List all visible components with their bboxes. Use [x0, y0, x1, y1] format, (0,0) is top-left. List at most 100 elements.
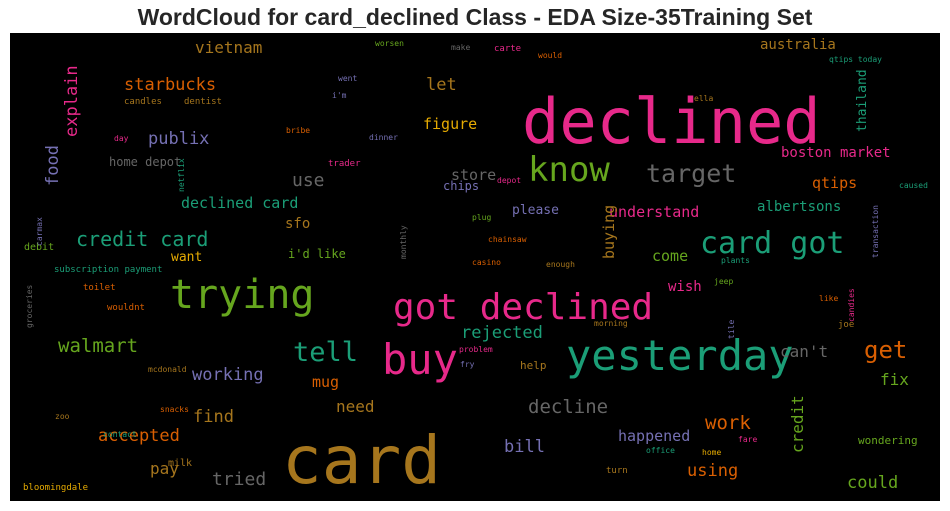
cloud-word: monthly	[399, 225, 408, 259]
cloud-word: contact	[103, 430, 137, 439]
cloud-word: vietnam	[195, 38, 263, 57]
cloud-word: candles	[124, 97, 162, 107]
cloud-word: pay	[150, 459, 179, 478]
cloud-word: bloomingdale	[23, 483, 89, 493]
cloud-word: trader	[328, 159, 361, 169]
cloud-word: casino	[472, 258, 501, 267]
cloud-word: boston market	[781, 145, 891, 161]
cloud-word: tile	[727, 319, 736, 339]
cloud-word: groceries	[25, 284, 34, 328]
cloud-word: depot	[497, 176, 522, 185]
page-title: WordCloud for card_declined Class - EDA …	[137, 4, 813, 30]
cloud-word: sfo	[285, 216, 311, 232]
cloud-word: figure	[423, 115, 478, 133]
cloud-word: need	[336, 397, 375, 416]
cloud-word: candies	[847, 288, 856, 322]
cloud-word: buying	[600, 204, 618, 259]
cloud-word: worsen	[375, 39, 404, 48]
cloud-word: card	[282, 422, 441, 499]
cloud-word: know	[528, 150, 610, 190]
cloud-word: get	[864, 336, 908, 364]
cloud-word: store	[451, 166, 497, 184]
cloud-word: i'd like	[288, 247, 346, 261]
cloud-word: target	[646, 159, 737, 188]
cloud-word: i'm	[332, 91, 347, 100]
cloud-word: buy	[382, 335, 458, 384]
cloud-word: rejected	[461, 323, 543, 343]
cloud-word: help	[520, 359, 547, 372]
cloud-word: problem	[459, 345, 493, 354]
cloud-word: debit	[24, 242, 55, 253]
cloud-word: went	[338, 74, 358, 83]
word-cloud: declined card yesterday trying buy got declin…	[10, 33, 940, 501]
cloud-word: albertsons	[757, 199, 842, 215]
cloud-word: fix	[880, 370, 909, 389]
cloud-word: yesterday	[566, 331, 794, 380]
cloud-word: plants	[721, 256, 750, 265]
cloud-word: home	[702, 448, 722, 457]
cloud-word: wouldnt	[107, 303, 145, 313]
cloud-word: can't	[780, 342, 829, 361]
cloud-word: dinner	[369, 133, 398, 142]
cloud-word: food	[43, 145, 63, 186]
cloud-word: come	[652, 247, 689, 265]
cloud-word: office	[646, 446, 675, 455]
cloud-word: happened	[618, 427, 691, 445]
cloud-word: explain	[62, 65, 82, 137]
cloud-word: want	[171, 250, 203, 265]
cloud-word: netflix	[177, 158, 186, 192]
cloud-word: dentist	[184, 97, 222, 107]
cloud-word: declined card	[181, 194, 299, 212]
cloud-word: accepted	[98, 426, 180, 446]
cloud-word: using	[687, 461, 739, 481]
cloud-word: bill	[504, 437, 545, 457]
cloud-word: starbucks	[124, 75, 217, 95]
cloud-word: caused	[899, 181, 928, 190]
cloud-word: wondering	[858, 434, 918, 447]
cloud-word: declined	[522, 85, 821, 158]
cloud-word: make	[451, 43, 471, 52]
cloud-word: walmart	[58, 335, 139, 357]
cloud-word: credit	[788, 395, 807, 453]
cloud-word: wish	[668, 279, 702, 295]
cloud-word: subscription payment	[54, 265, 163, 275]
cloud-word: snacks	[160, 405, 189, 414]
cloud-word: decline	[528, 396, 609, 418]
cloud-word: fry	[460, 360, 475, 369]
cloud-word: australia	[760, 37, 836, 53]
cloud-word: got declined	[393, 287, 654, 328]
cloud-word: like	[819, 294, 839, 303]
cloud-word: chips	[443, 179, 480, 193]
cloud-word: toilet	[83, 283, 116, 293]
cloud-word: chainsaw	[488, 235, 527, 244]
cloud-word: home depot	[109, 155, 182, 169]
cloud-word: thailand	[855, 69, 870, 132]
cloud-word: carte	[494, 44, 522, 54]
cloud-word: work	[705, 412, 751, 434]
cloud-word: day	[114, 134, 129, 143]
cloud-word: morning	[594, 319, 628, 328]
cloud-word: could	[847, 473, 899, 493]
cloud-word: tried	[212, 469, 267, 490]
cloud-word: qtips	[812, 174, 858, 192]
cloud-word: understand	[609, 203, 700, 221]
cloud-word: bribe	[286, 126, 311, 135]
cloud-word: please	[512, 203, 559, 218]
cloud-word: trying	[170, 272, 315, 318]
cloud-word: would	[538, 51, 563, 60]
cloud-word: card got	[700, 226, 845, 261]
cloud-word: fare	[738, 435, 758, 444]
cloud-word: jeep	[714, 277, 734, 286]
cloud-word: credit card	[76, 227, 209, 251]
cloud-word: carmax	[35, 217, 44, 246]
cloud-word: mug	[312, 373, 340, 391]
cloud-word: enough	[546, 260, 575, 269]
cloud-word: tell	[293, 337, 359, 368]
cloud-word: milk	[168, 458, 193, 469]
cloud-word: find	[193, 407, 234, 427]
cloud-word: let	[426, 75, 457, 95]
cloud-word: working	[192, 365, 264, 385]
cloud-word: use	[292, 170, 325, 191]
cloud-word: joe	[838, 320, 855, 330]
cloud-word: publix	[148, 129, 210, 149]
